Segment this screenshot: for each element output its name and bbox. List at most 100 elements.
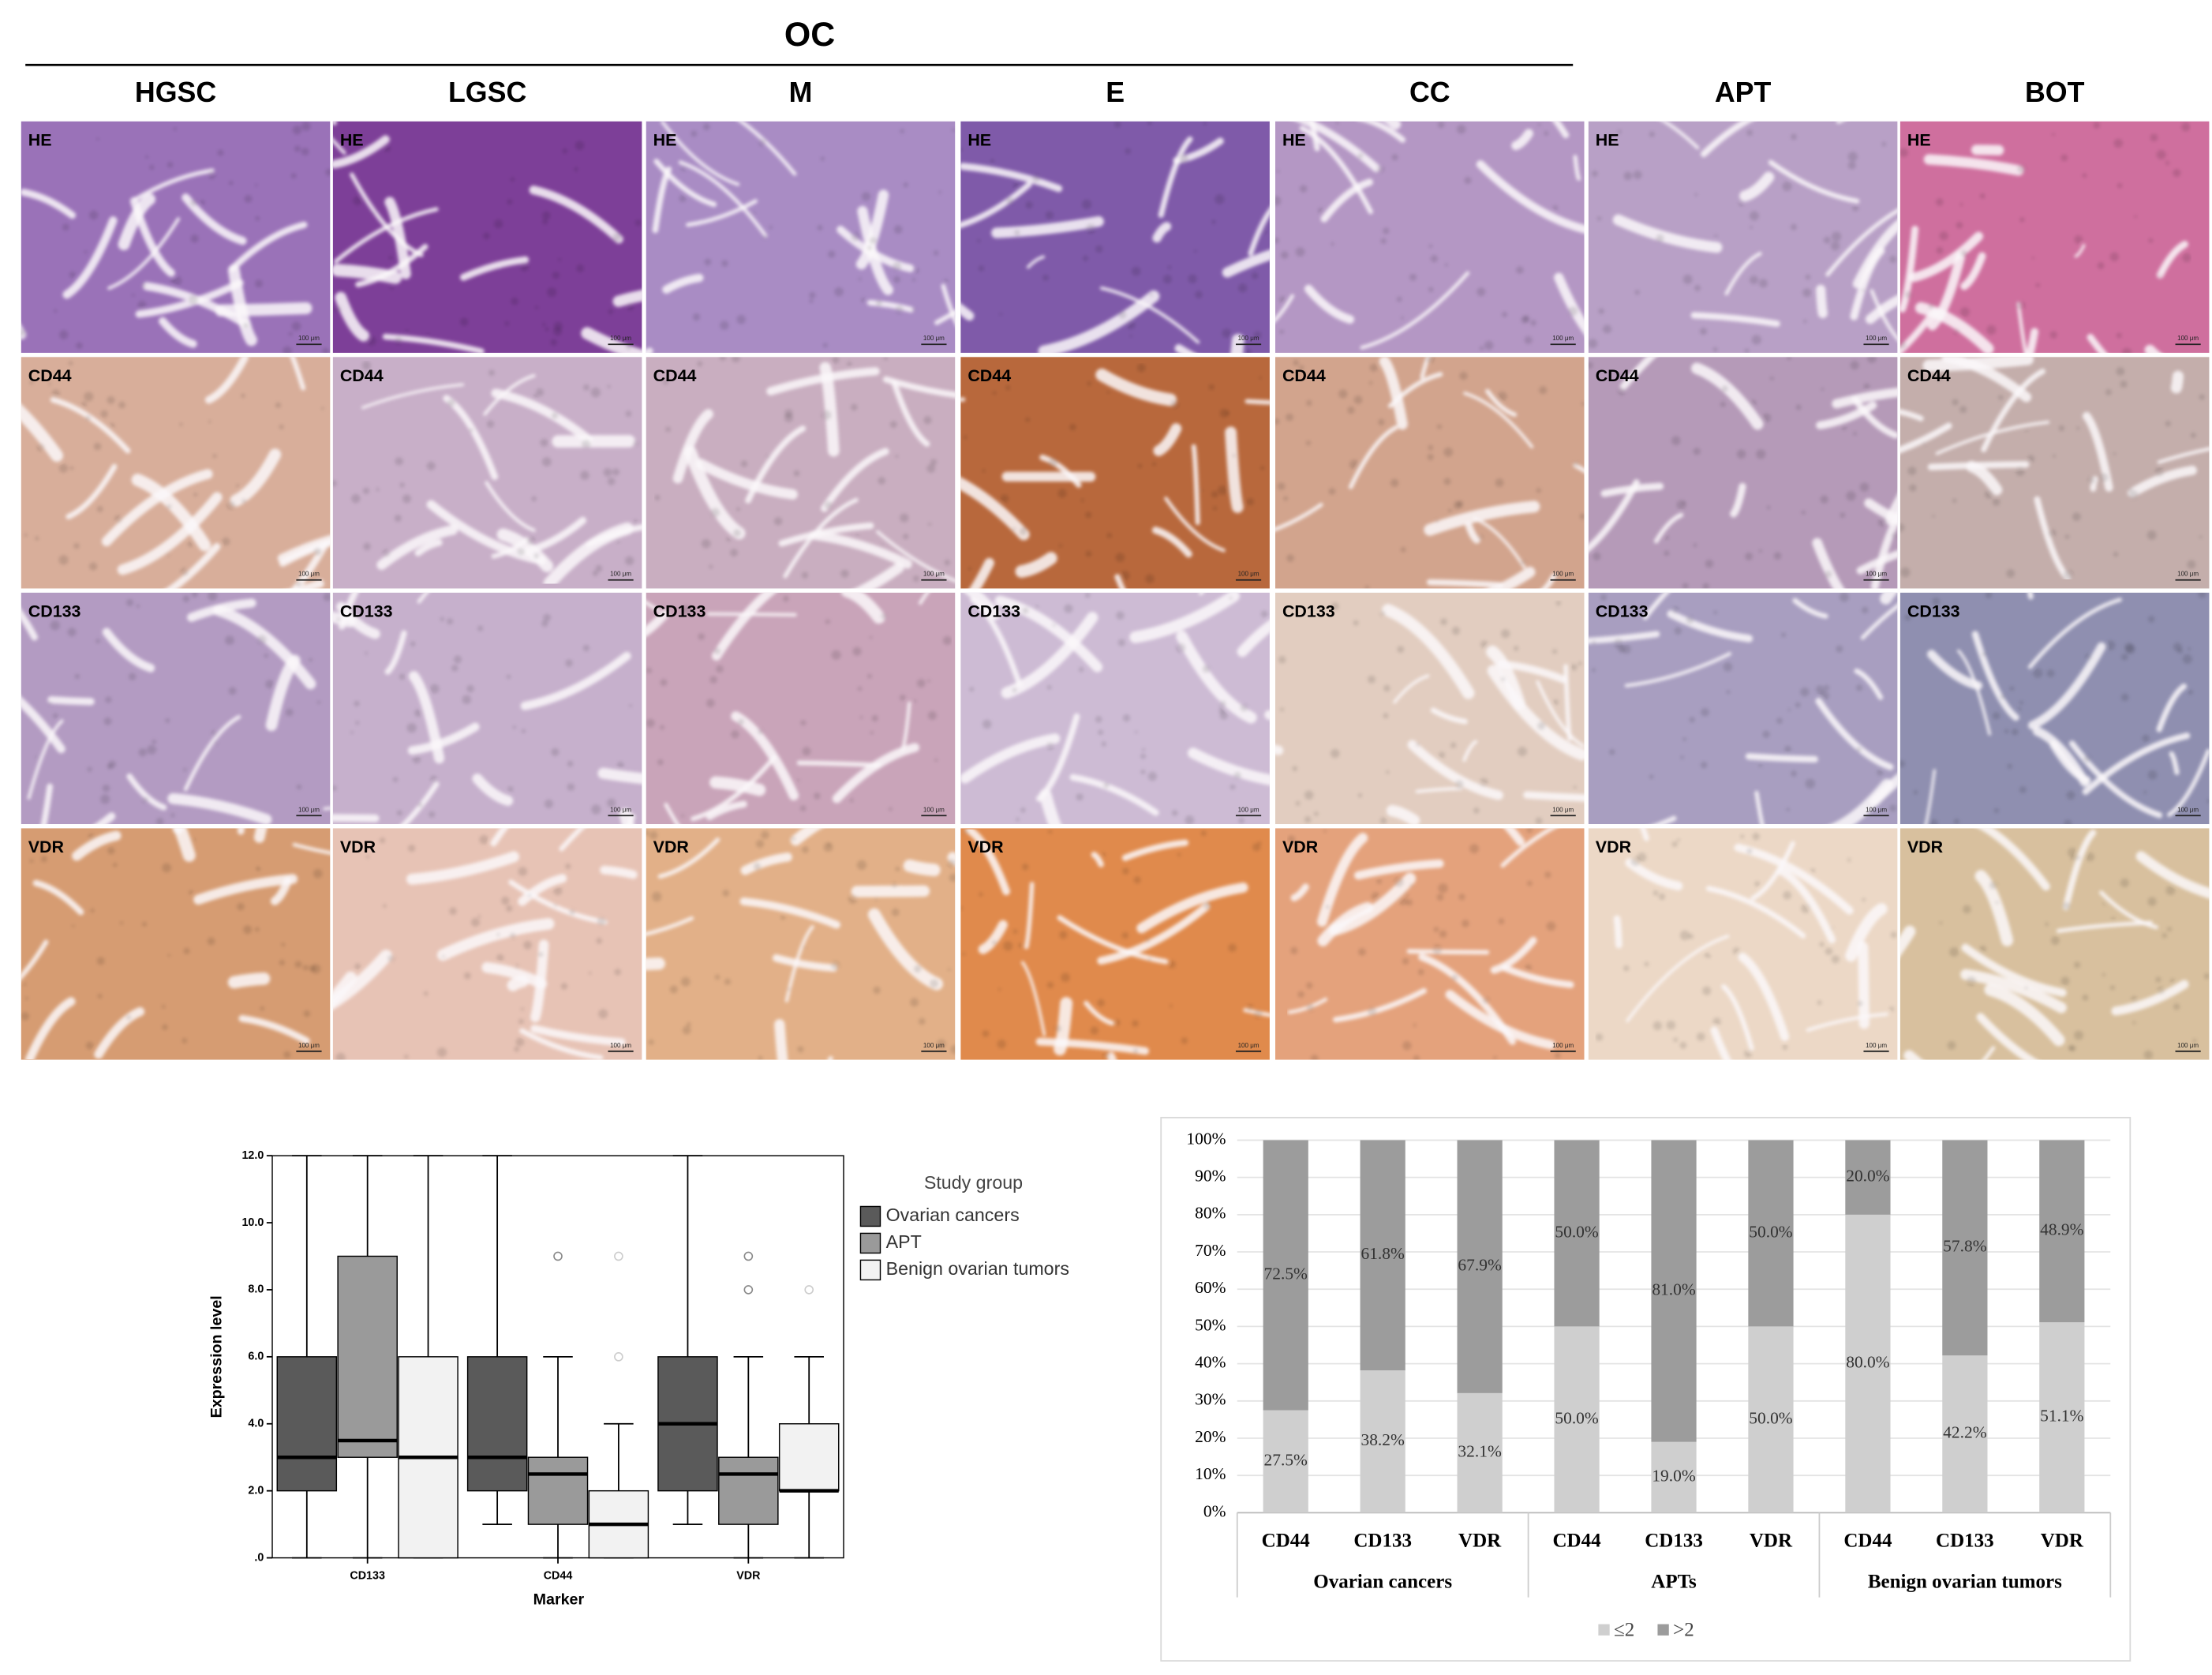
nucleus: [979, 892, 983, 897]
lumen: [1613, 915, 1623, 949]
lumen: [1870, 289, 1898, 341]
nucleus: [366, 335, 376, 346]
nucleus: [2181, 122, 2191, 132]
nucleus: [1443, 478, 1451, 485]
nucleus: [1847, 858, 1851, 862]
nucleus: [2048, 529, 2057, 538]
nucleus: [1666, 1020, 1676, 1030]
nucleus: [2062, 901, 2071, 910]
nucleus: [1855, 684, 1863, 691]
nucleus: [2121, 347, 2132, 353]
nucleus: [893, 275, 900, 283]
nucleus: [731, 730, 739, 739]
nucleus: [303, 1010, 311, 1017]
nucleus: [1889, 1006, 1895, 1012]
nucleus: [436, 1047, 447, 1058]
nucleus: [1780, 632, 1787, 638]
lumen: [459, 256, 530, 281]
nucleus: [927, 679, 931, 683]
nucleus: [1649, 774, 1654, 779]
row-label: CD133: [653, 602, 706, 621]
nucleus: [2132, 1021, 2136, 1025]
nucleus: [1133, 876, 1141, 884]
nucleus: [2109, 252, 2119, 262]
lumen: [491, 388, 593, 444]
nucleus: [899, 694, 906, 701]
nucleus: [275, 402, 282, 408]
value-label: 32.1%: [1458, 1442, 1502, 1461]
nucleus: [256, 635, 267, 645]
nucleus: [68, 361, 73, 365]
lumen: [1243, 1008, 1270, 1017]
y-tick-label: .0: [254, 1551, 264, 1564]
nucleus: [1400, 546, 1406, 553]
nucleus: [301, 122, 311, 131]
nucleus: [395, 457, 403, 466]
nucleus: [1426, 357, 1435, 364]
nucleus: [1275, 418, 1280, 425]
nucleus: [1098, 729, 1103, 736]
nucleus: [1462, 920, 1469, 927]
nucleus: [1900, 567, 1911, 578]
lumen: [646, 601, 661, 613]
lumen: [778, 522, 874, 547]
nucleus: [1278, 296, 1286, 303]
nucleus: [332, 785, 337, 791]
texture: [332, 592, 642, 825]
nucleus: [108, 760, 117, 768]
nucleus: [1795, 702, 1801, 708]
nucleus: [614, 969, 621, 976]
nucleus: [1397, 646, 1405, 654]
nucleus: [348, 137, 353, 142]
nucleus: [910, 998, 919, 1007]
nucleus: [2154, 467, 2165, 477]
nucleus: [170, 278, 175, 283]
nucleus: [866, 673, 873, 679]
nucleus: [1469, 844, 1480, 854]
nucleus: [1458, 894, 1465, 901]
lumen: [686, 199, 758, 227]
nucleus: [285, 708, 294, 717]
y-tick-label: 0%: [1203, 1501, 1226, 1520]
row-label: VDR: [340, 838, 376, 856]
row-label: CD133: [968, 602, 1020, 621]
scale-bar-label: 100 μm: [1238, 335, 1259, 342]
lumen: [1500, 828, 1556, 868]
lumen: [2087, 333, 2107, 353]
nucleus: [895, 305, 904, 314]
nucleus: [241, 393, 245, 399]
lumen: [227, 972, 271, 989]
lumen: [133, 168, 215, 201]
nucleus: [1240, 703, 1248, 712]
nucleus: [2120, 653, 2128, 661]
nucleus: [1823, 236, 1831, 244]
nucleus: [1142, 748, 1146, 751]
nucleus: [1664, 550, 1670, 556]
lumen: [270, 877, 292, 905]
nucleus: [1603, 324, 1612, 334]
row-label: CD133: [340, 602, 393, 621]
lumen: [664, 802, 680, 825]
nucleus: [212, 453, 217, 459]
lumen: [1187, 748, 1270, 785]
nucleus: [1738, 200, 1744, 207]
nucleus: [316, 700, 321, 704]
nucleus: [1890, 931, 1897, 939]
nucleus: [167, 954, 171, 957]
lumen: [661, 121, 740, 186]
nucleus: [1993, 808, 2000, 814]
lumen: [2099, 890, 2158, 930]
legend-swatch: [1598, 1624, 1610, 1636]
nucleus: [1145, 574, 1155, 583]
nucleus: [1758, 763, 1763, 767]
bar-segment: [1457, 1392, 1503, 1513]
nucleus: [1530, 320, 1536, 326]
nucleus: [477, 914, 481, 918]
nucleus: [2199, 535, 2203, 539]
nucleus: [288, 332, 293, 336]
nucleus: [1688, 934, 1694, 939]
nucleus: [2147, 530, 2157, 540]
nucleus: [2082, 173, 2087, 178]
